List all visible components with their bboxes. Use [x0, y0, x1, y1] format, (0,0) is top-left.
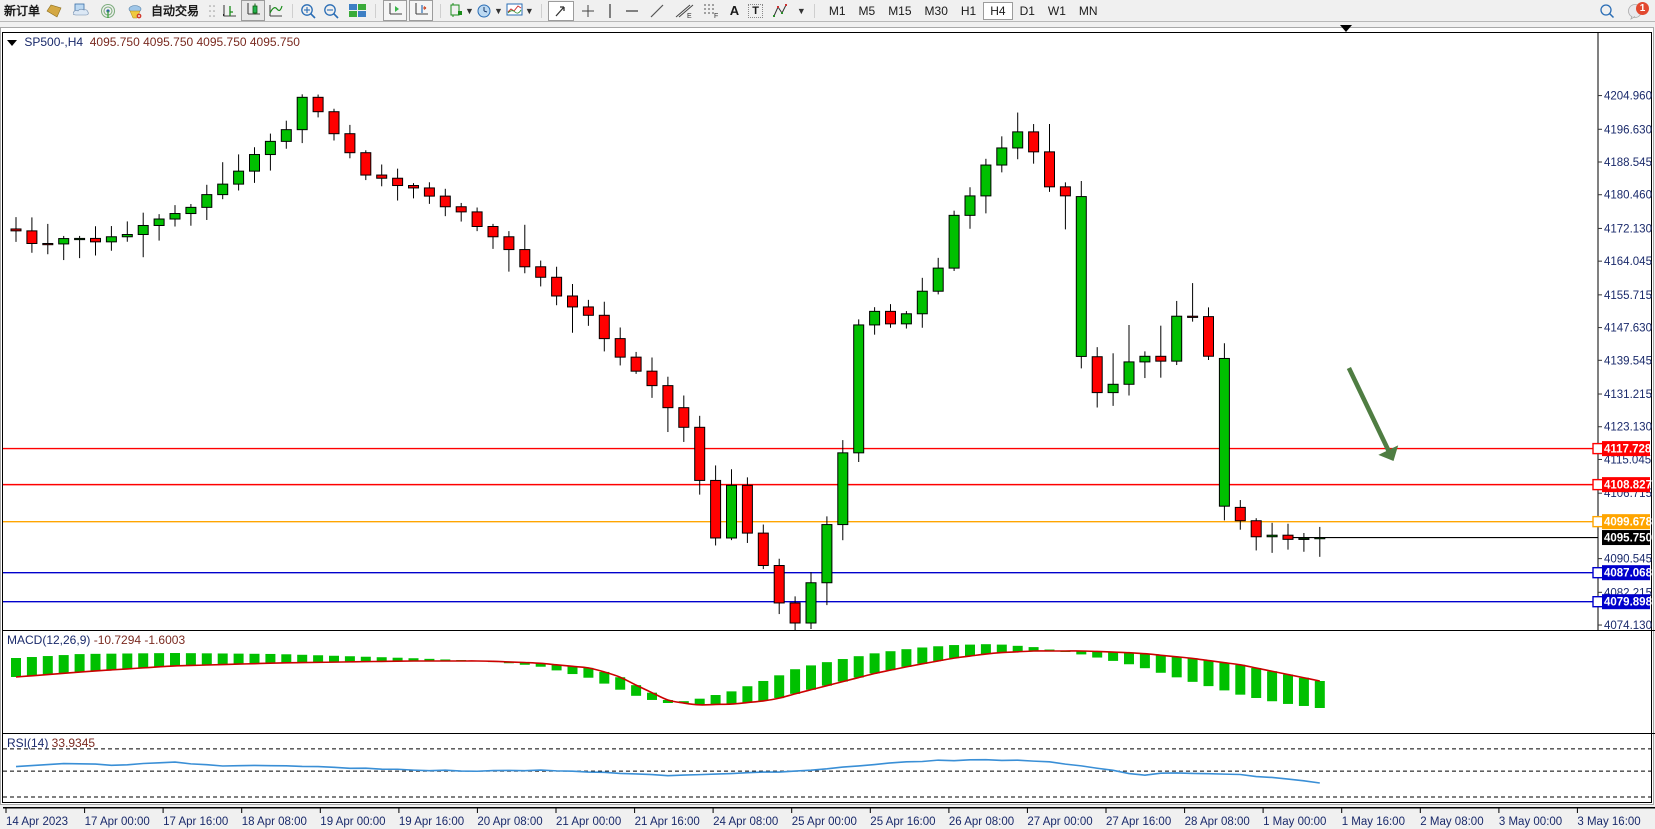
svg-text:4074.130: 4074.130 — [1604, 620, 1652, 631]
svg-text:4099.678: 4099.678 — [1604, 517, 1653, 529]
svg-text:4115.045: 4115.045 — [1604, 454, 1651, 466]
svg-text:F: F — [714, 13, 718, 19]
svg-text:3 May 00:00: 3 May 00:00 — [1499, 816, 1562, 828]
svg-text:18 Apr 08:00: 18 Apr 08:00 — [242, 816, 307, 828]
svg-text:4131.215: 4131.215 — [1604, 389, 1652, 401]
svg-text:4147.630: 4147.630 — [1604, 323, 1652, 335]
svg-text:4204.960: 4204.960 — [1604, 91, 1652, 103]
svg-text:20 Apr 08:00: 20 Apr 08:00 — [477, 816, 542, 828]
svg-text:4172.130: 4172.130 — [1604, 223, 1652, 235]
svg-text:4108.827: 4108.827 — [1604, 480, 1652, 492]
svg-text:27 Apr 00:00: 27 Apr 00:00 — [1027, 816, 1092, 828]
svg-text:4117.728: 4117.728 — [1604, 444, 1652, 456]
svg-text:2 May 08:00: 2 May 08:00 — [1420, 816, 1483, 828]
svg-text:4087.068: 4087.068 — [1604, 568, 1653, 580]
svg-text:17 Apr 16:00: 17 Apr 16:00 — [163, 816, 228, 828]
svg-text:4095.750: 4095.750 — [1604, 533, 1652, 545]
svg-text:19 Apr 16:00: 19 Apr 16:00 — [399, 816, 464, 828]
svg-text:4139.545: 4139.545 — [1604, 355, 1652, 367]
svg-text:4180.460: 4180.460 — [1604, 190, 1652, 202]
svg-text:19 Apr 00:00: 19 Apr 00:00 — [320, 816, 385, 828]
svg-text:14 Apr 2023: 14 Apr 2023 — [6, 816, 68, 828]
svg-text:25 Apr 16:00: 25 Apr 16:00 — [870, 816, 935, 828]
svg-text:1 May 00:00: 1 May 00:00 — [1263, 816, 1326, 828]
svg-text:1 May 16:00: 1 May 16:00 — [1342, 816, 1405, 828]
svg-text:24 Apr 08:00: 24 Apr 08:00 — [713, 816, 778, 828]
svg-text:4196.630: 4196.630 — [1604, 124, 1652, 136]
svg-text:21 Apr 16:00: 21 Apr 16:00 — [635, 816, 700, 828]
svg-text:26 Apr 08:00: 26 Apr 08:00 — [949, 816, 1014, 828]
svg-text:28 Apr 08:00: 28 Apr 08:00 — [1185, 816, 1250, 828]
svg-text:25 Apr 00:00: 25 Apr 00:00 — [792, 816, 857, 828]
svg-text:21 Apr 00:00: 21 Apr 00:00 — [556, 816, 621, 828]
svg-text:4164.045: 4164.045 — [1604, 256, 1652, 268]
svg-text:4079.898: 4079.898 — [1604, 597, 1653, 609]
svg-text:4188.545: 4188.545 — [1604, 157, 1652, 169]
svg-text:E: E — [687, 13, 692, 19]
svg-text:3 May 16:00: 3 May 16:00 — [1577, 816, 1640, 828]
svg-text:4123.130: 4123.130 — [1604, 422, 1652, 434]
svg-text:4155.715: 4155.715 — [1604, 290, 1652, 302]
svg-text:17 Apr 00:00: 17 Apr 00:00 — [85, 816, 150, 828]
svg-text:27 Apr 16:00: 27 Apr 16:00 — [1106, 816, 1171, 828]
svg-text:4090.545: 4090.545 — [1604, 554, 1652, 566]
